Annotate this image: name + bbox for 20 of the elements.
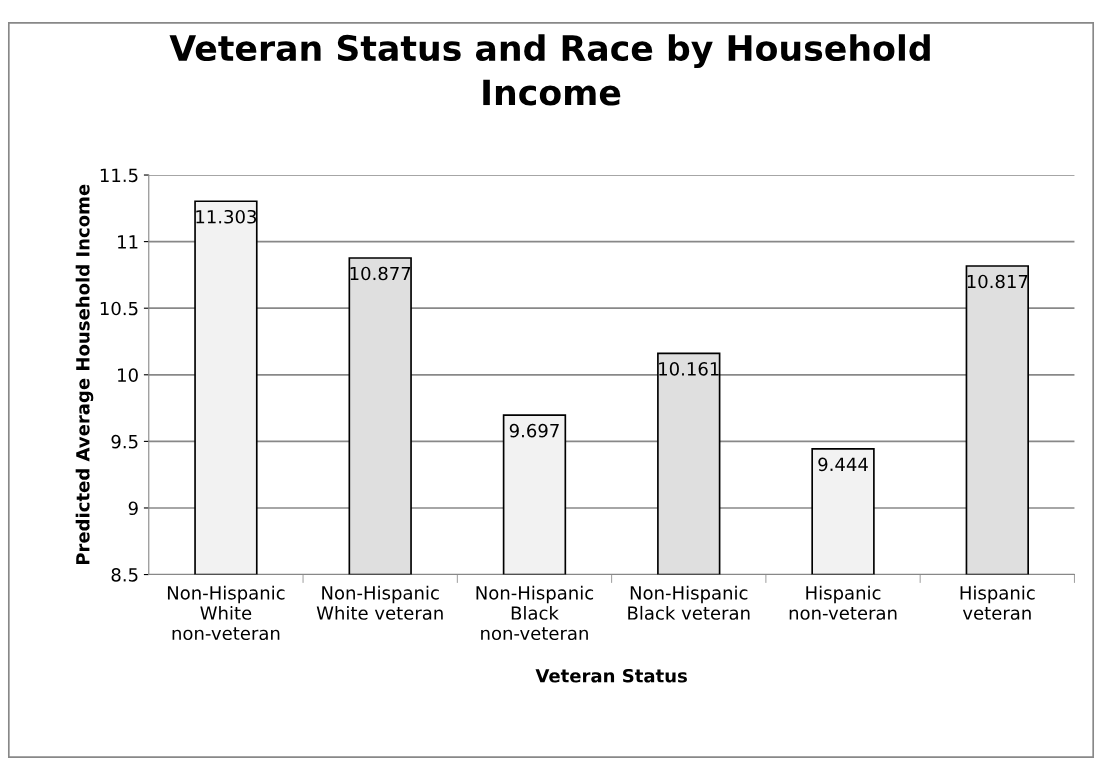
- x-tick-label: Hispanic veteran: [960, 585, 1035, 620]
- x-tick-label: Non-Hispanic Black veteran: [628, 585, 750, 620]
- y-tick-label: 9.5: [111, 434, 138, 449]
- data-label: 9.697: [509, 423, 559, 438]
- y-tick-label: 11.5: [100, 168, 138, 183]
- x-tick-label: Hispanic non-veteran: [789, 585, 897, 620]
- y-tick-label: 9: [128, 501, 138, 516]
- chart-title: Veteran Status and Race by Household Income: [169, 34, 930, 106]
- y-tick-label: 10: [118, 368, 138, 382]
- data-label: 10.161: [659, 362, 719, 376]
- data-label: 9.444: [818, 457, 868, 472]
- x-tick-label: Non-Hispanic White non-veteran: [167, 585, 285, 641]
- y-tick-label: 11: [118, 235, 138, 249]
- y-axis-title: Predicted Average Household Income: [75, 184, 94, 565]
- x-axis-title: Veteran Status: [535, 668, 687, 683]
- x-tick-label: Non-Hispanic White veteran: [316, 585, 443, 620]
- y-tick-label: 8.5: [111, 568, 138, 582]
- data-label: 11.303: [196, 209, 257, 224]
- x-tick-label: Non-Hispanic Black non-veteran: [476, 585, 594, 641]
- y-tick-label: 10.5: [100, 301, 138, 316]
